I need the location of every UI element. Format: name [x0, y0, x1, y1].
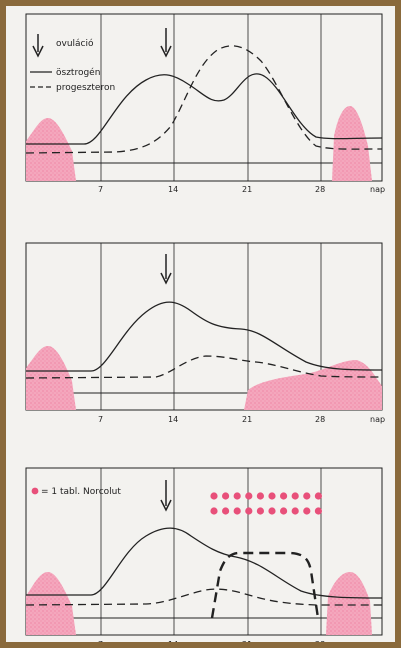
- panel-1-frame: [25, 13, 383, 182]
- panel-3-menstruation-end: [326, 572, 372, 635]
- panel-3: = 1 tabl. Norcolut 7 14 21 28: [25, 467, 383, 642]
- pill-dot-icon: [222, 507, 230, 515]
- pill-dot-icon: [245, 492, 253, 500]
- panel-2-ovulation-arrow-icon: [160, 254, 172, 285]
- legend-ovulation-label: ovuláció: [56, 38, 94, 49]
- pill-dot-icon: [222, 492, 230, 500]
- panel-2-menstruation-start: [26, 346, 76, 410]
- panel-2-progesterone-curve: [25, 355, 383, 379]
- pill-dot-icon: [314, 507, 322, 515]
- legend-progesterone-label: progeszteron: [56, 83, 115, 93]
- panel-3-estrogen-curve: [26, 527, 383, 599]
- pill-dot-icon: [233, 507, 241, 515]
- panel-1-ovulation-arrow-icon: [160, 28, 172, 58]
- pill-dot-icon: [303, 492, 311, 500]
- panel-1: ovuláció ösztrogén progeszteron 7 14 21 …: [25, 13, 385, 194]
- pill-dot-icon: [268, 492, 276, 500]
- legend-arrow-icon: [32, 34, 44, 58]
- panel-1-tick-7: 7: [98, 185, 103, 194]
- pill-dot-icon: [280, 507, 288, 515]
- pill-dot-icon: [303, 507, 311, 515]
- cycle-diagram: ovuláció ösztrogén progeszteron 7 14 21 …: [25, 13, 385, 642]
- pill-dot-icon: [210, 507, 218, 515]
- pink-dot-icon: [31, 487, 39, 495]
- pill-legend-label: = 1 tabl. Norcolut: [41, 487, 121, 497]
- panel-2: 7 14 21 28 nap: [25, 242, 385, 424]
- panel-2-estrogen-curve: [26, 301, 383, 372]
- panel-1-tick-14: 14: [168, 185, 178, 194]
- panel-1-unit: nap: [370, 185, 385, 194]
- pill-dot-icon: [210, 492, 218, 500]
- panel-3-tick-14: 14: [168, 640, 178, 642]
- panel-3-frame: [25, 467, 383, 636]
- panel-3-norcolut-curve: [210, 551, 320, 619]
- panel-1-menstruation-end: [332, 106, 372, 181]
- pill-dot-icon: [245, 507, 253, 515]
- panel-2-tick-21: 21: [242, 415, 252, 424]
- panel-3-legend: = 1 tabl. Norcolut: [31, 487, 121, 497]
- panel-3-tick-28: 28: [315, 640, 325, 642]
- panel-2-menstruation-end: [244, 360, 382, 410]
- pill-dot-icon: [280, 492, 288, 500]
- pill-dot-icon: [256, 492, 264, 500]
- panel-1-tick-28: 28: [315, 185, 325, 194]
- panel-1-menstruation-start: [26, 118, 76, 181]
- panel-2-unit: nap: [370, 415, 385, 424]
- legend-estrogen-label: ösztrogén: [56, 67, 100, 78]
- panel-3-tick-21: 21: [242, 640, 252, 642]
- panel-2-tick-28: 28: [315, 415, 325, 424]
- panel-2-tick-14: 14: [168, 415, 178, 424]
- pill-dots: [210, 492, 322, 515]
- panel-1-estrogen-curve: [26, 73, 383, 145]
- pill-dot-icon: [256, 507, 264, 515]
- panel-3-ovulation-arrow-icon: [160, 480, 172, 512]
- panel-3-progesterone-curve: [25, 588, 382, 606]
- pill-dot-icon: [314, 492, 322, 500]
- panel-2-tick-7: 7: [98, 415, 103, 424]
- pill-dot-icon: [233, 492, 241, 500]
- panel-1-progesterone-curve: [25, 45, 383, 154]
- panel-3-tick-7: 7: [98, 640, 103, 642]
- panel-1-tick-21: 21: [242, 185, 252, 194]
- pill-dot-icon: [291, 492, 299, 500]
- panel-1-legend: ovuláció ösztrogén progeszteron: [30, 34, 115, 93]
- pill-dot-icon: [291, 507, 299, 515]
- panel-3-menstruation-start: [26, 572, 76, 635]
- panel-2-frame: [25, 242, 383, 411]
- figure-page: ovuláció ösztrogén progeszteron 7 14 21 …: [6, 6, 395, 642]
- pill-dot-icon: [268, 507, 276, 515]
